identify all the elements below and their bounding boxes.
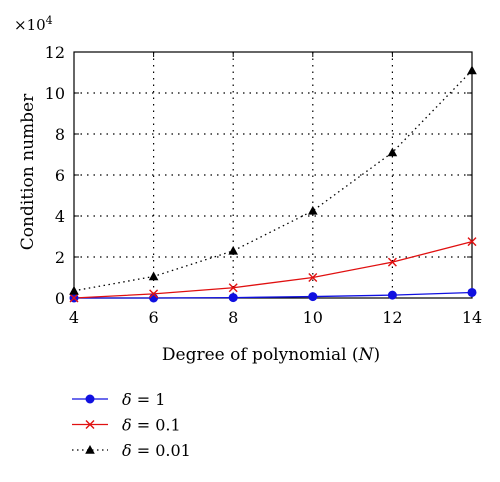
data-point (149, 289, 159, 299)
legend-label: δ = 0.01 (122, 441, 191, 460)
series-line-0 (74, 291, 473, 299)
data-point (308, 273, 318, 282)
y-tick-label: 8 (55, 125, 65, 144)
legend-item: δ = 1 (72, 390, 165, 409)
data-point (387, 257, 397, 267)
y-tick-label: 2 (55, 248, 65, 267)
x-axis-label: Degree of polynomial (N) (162, 345, 380, 365)
x-tick-label: 14 (462, 308, 482, 327)
x-tick-label: 8 (228, 308, 238, 327)
legend-marker (85, 420, 95, 429)
legend-marker (85, 394, 95, 404)
legend-item: δ = 0.1 (72, 416, 181, 435)
x-tick-label: 12 (382, 308, 402, 327)
data-point (228, 293, 238, 303)
x-tick-label: 6 (149, 308, 159, 327)
data-point (148, 271, 159, 281)
y-tick-label: 12 (45, 43, 65, 62)
y-axis-label: Condition number (18, 93, 38, 250)
y-tick-label: 0 (55, 289, 65, 308)
data-point (467, 65, 477, 75)
legend-label: δ = 1 (122, 390, 165, 409)
data-point (228, 283, 238, 293)
legend-label: δ = 0.1 (122, 416, 181, 435)
y-tick-label: 10 (45, 84, 65, 103)
series-markers (69, 65, 477, 303)
x-tick-label: 4 (69, 308, 79, 327)
y-tick-label: 6 (55, 166, 65, 185)
data-point (387, 147, 398, 157)
series-line-2 (73, 69, 473, 292)
data-point (387, 290, 397, 300)
x-tick-label: 10 (303, 308, 323, 327)
grid (74, 52, 472, 298)
data-point (467, 237, 477, 247)
y-multiplier-base: ×10 (14, 16, 46, 34)
series-line-1 (73, 240, 473, 299)
data-point (308, 205, 318, 215)
data-point (228, 245, 238, 255)
data-point (69, 293, 79, 303)
legend-item: δ = 0.01 (72, 441, 191, 460)
legend: δ = 1 δ = 0.1 δ = 0.01 (72, 390, 191, 460)
series-lines (73, 69, 473, 299)
data-point (467, 287, 477, 297)
y-tick-label: 4 (55, 207, 65, 226)
y-multiplier-exponent: 4 (46, 14, 53, 27)
data-point (308, 292, 318, 302)
legend-marker (85, 445, 95, 454)
y-multiplier: ×104 (14, 14, 53, 34)
y-ticks: 0 2 4 6 8 10 12 (45, 43, 472, 308)
data-point (69, 285, 79, 295)
